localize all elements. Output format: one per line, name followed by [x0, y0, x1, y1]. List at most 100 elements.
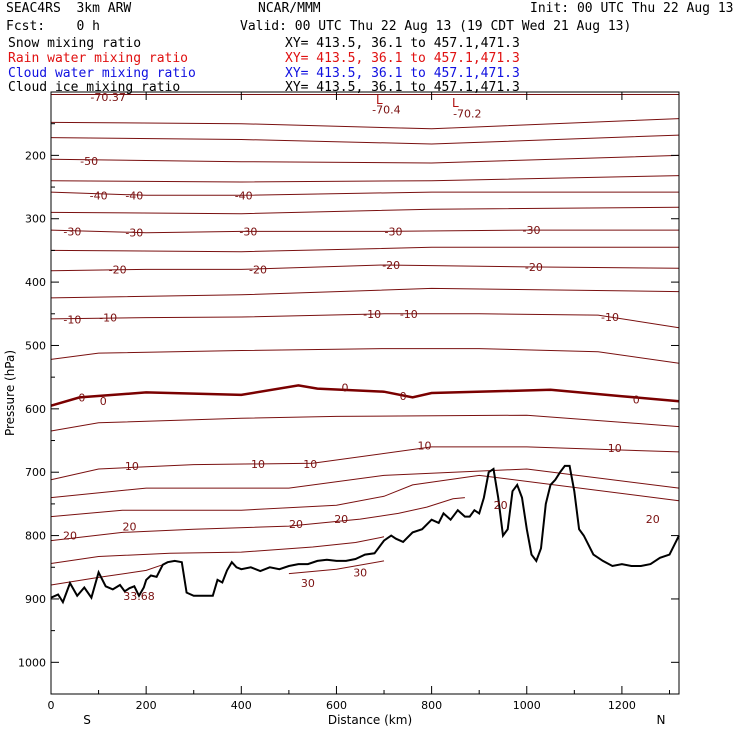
- contour-label: -30: [239, 225, 257, 238]
- contour-label: -20: [109, 263, 127, 276]
- isotherm-line-21: [288, 560, 385, 575]
- isotherm-line-1: [50, 118, 680, 130]
- y-tick-label: 300: [25, 213, 46, 226]
- legend-cloud-water-xy: XY= 413.5, 36.1 to 457.1,471.3: [285, 66, 520, 81]
- valid-time: Valid: 00 UTC Thu 22 Aug 13 (19 CDT Wed …: [240, 19, 632, 34]
- axis-tick-layer: 0 200 400 600 800 1000 12002003004005006007008…: [18, 92, 679, 712]
- y-tick-label: 700: [25, 466, 46, 479]
- x-tick-label: 0: [48, 699, 55, 712]
- legend-cloud-ice-label: Cloud ice mixing ratio: [8, 80, 181, 95]
- isotherm-layer: [50, 94, 680, 586]
- x-tick-label: 400: [231, 699, 252, 712]
- contour-label: -30: [385, 225, 403, 238]
- y-tick-label: 200: [25, 149, 46, 162]
- plot-frame: [50, 91, 680, 695]
- contour-label: -10: [63, 314, 81, 327]
- x-axis-label: Distance (km): [328, 713, 412, 727]
- isotherm-line-10: [50, 287, 680, 299]
- contour-label: -20: [382, 259, 400, 272]
- contour-label: 0: [78, 391, 85, 404]
- isotherm-line-18: [50, 497, 465, 542]
- isotherm-line-2: [50, 134, 680, 145]
- y-tick-label: 500: [25, 339, 46, 352]
- model-title: SEAC4RS 3km ARW: [6, 1, 132, 16]
- isotherm-line-14: [50, 414, 680, 432]
- forecast-hour: Fcst: 0 h: [6, 19, 100, 34]
- isotherm-line-3: [50, 154, 680, 164]
- legend-cloud-ice-xy: XY= 413.5, 36.1 to 457.1,471.3: [285, 80, 520, 95]
- left-endpoint-label: S: [83, 713, 91, 727]
- y-tick-label: 800: [25, 530, 46, 543]
- contour-label: -70.37: [90, 91, 125, 104]
- contour-label: -10: [99, 312, 117, 325]
- isotherm-line-16: [50, 468, 680, 499]
- contour-label: -40: [235, 189, 253, 202]
- y-tick-label: 1000: [18, 656, 46, 669]
- contour-label: -40: [90, 189, 108, 202]
- isotherm-line-12: [50, 348, 680, 364]
- x-tick-label: 1000: [513, 699, 541, 712]
- contour-label: 20: [646, 513, 660, 526]
- isotherm-line-15: [50, 446, 680, 481]
- contour-label: 30: [353, 566, 367, 579]
- y-axis-label: Pressure (hPa): [3, 350, 17, 436]
- contour-label: -30: [125, 227, 143, 240]
- isotherm-line-11: [50, 313, 680, 329]
- contour-label: 20: [289, 518, 303, 531]
- contour-label: 0: [100, 395, 107, 408]
- isotherm-line-6: [50, 206, 680, 215]
- terrain-layer: [50, 464, 680, 605]
- contour-label: -10: [363, 308, 381, 321]
- low-marker: L: [376, 93, 383, 107]
- low-marker: L: [452, 96, 459, 110]
- isotherm-line-13: [50, 384, 680, 407]
- isotherm-line-20: [50, 564, 163, 586]
- contour-label: 33.68: [123, 590, 155, 603]
- contour-label: 20: [334, 513, 348, 526]
- contour-label: -20: [525, 261, 543, 274]
- isotherm-line-17: [50, 474, 680, 518]
- legend-rain-label: Rain water mixing ratio: [8, 51, 189, 66]
- contour-label: 20: [494, 499, 508, 512]
- isotherm-line-4: [50, 175, 680, 183]
- right-endpoint-label: N: [657, 713, 666, 727]
- x-tick-label: 200: [136, 699, 157, 712]
- isotherm-line-5: [50, 191, 679, 196]
- contour-label: 0: [342, 381, 349, 394]
- contour-label: 10: [608, 442, 622, 455]
- isotherm-line-7: [50, 229, 679, 234]
- contour-label: -30: [523, 224, 541, 237]
- org-title: NCAR/MMM: [258, 1, 321, 16]
- y-tick-label: 900: [25, 593, 46, 606]
- contour-label: 20: [123, 521, 137, 534]
- x-tick-label: 800: [421, 699, 442, 712]
- contour-label: 0: [633, 393, 640, 406]
- contour-label: -40: [125, 189, 143, 202]
- contour-label: 10: [251, 458, 265, 471]
- legend-snow-label: Snow mixing ratio: [8, 36, 142, 51]
- init-time: Init: 00 UTC Thu 22 Aug 13: [530, 1, 734, 16]
- contour-label: 10: [303, 458, 317, 471]
- x-tick-label: 600: [326, 699, 347, 712]
- contour-label: -70.4: [372, 104, 400, 117]
- contour-label: -30: [63, 225, 81, 238]
- contour-label: -70.2: [453, 108, 481, 121]
- isotherm-line-8: [50, 246, 679, 253]
- legend-snow-xy: XY= 413.5, 36.1 to 457.1,471.3: [285, 36, 520, 51]
- contour-label: 30: [301, 577, 315, 590]
- y-tick-label: 400: [25, 276, 46, 289]
- contour-label: 10: [418, 440, 432, 453]
- y-tick-label: 600: [25, 403, 46, 416]
- contour-label: -10: [400, 308, 418, 321]
- x-tick-label: 1200: [608, 699, 636, 712]
- contour-label-layer: -70.37 -70.4 -70.2 -50 -40 -40 -40 -30 -30 -30 -30…: [63, 91, 660, 603]
- contour-label: -20: [249, 263, 267, 276]
- contour-label: -50: [80, 155, 98, 168]
- contour-label: 0: [400, 390, 407, 403]
- isotherm-line-19: [50, 536, 385, 564]
- legend-cloud-water-label: Cloud water mixing ratio: [8, 66, 196, 81]
- contour-label: 20: [63, 530, 77, 543]
- isotherm-line-9: [50, 264, 680, 272]
- terrain-line: [50, 464, 680, 605]
